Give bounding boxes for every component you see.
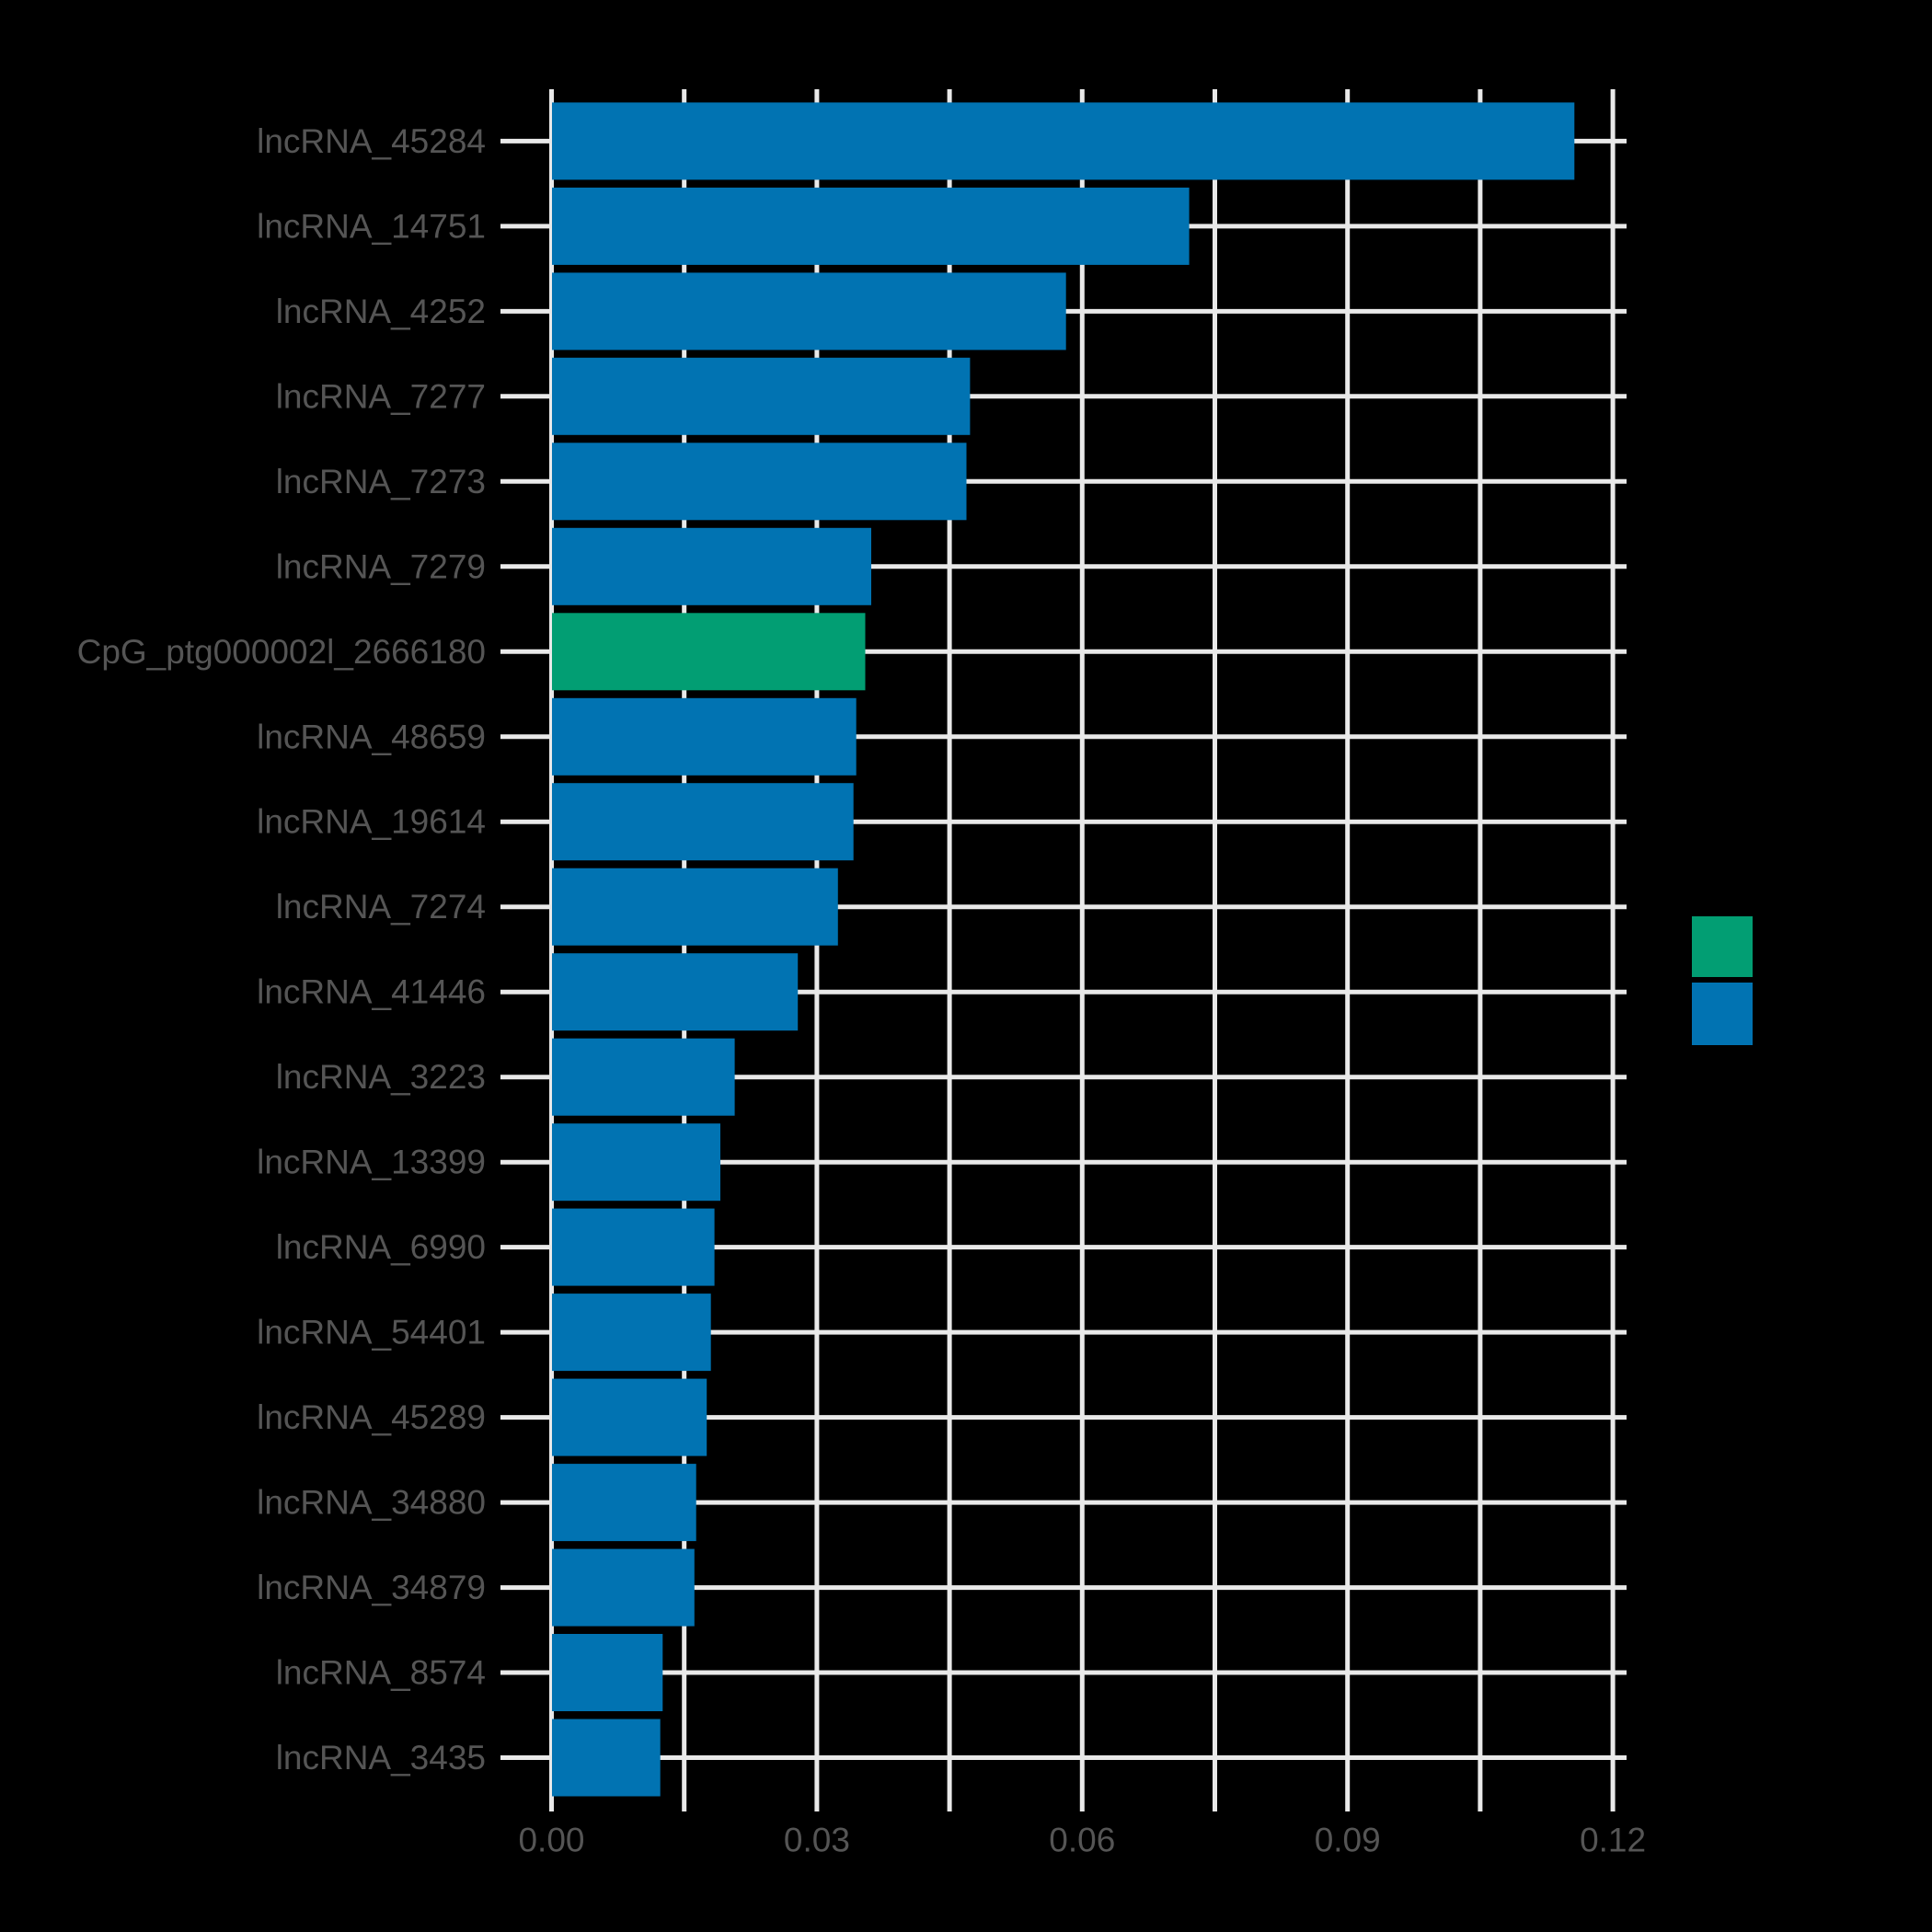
svg-text:lncRNA_45284: lncRNA_45284 [257,122,486,160]
svg-text:lncRNA_34880: lncRNA_34880 [257,1484,486,1522]
svg-text:lncRNA_7274: lncRNA_7274 [276,888,486,926]
svg-text:CpG_ptg000002l_2666180: CpG_ptg000002l_2666180 [77,633,486,671]
svg-text:lncRNA_13399: lncRNA_13399 [257,1144,486,1181]
svg-text:lncRNA_41446: lncRNA_41446 [257,973,486,1011]
svg-text:0.12: 0.12 [1580,1822,1646,1859]
svg-text:lncRNA_48659: lncRNA_48659 [257,718,486,755]
svg-text:lncRNA_14751: lncRNA_14751 [257,207,486,245]
svg-text:lncRNA_34879: lncRNA_34879 [257,1569,486,1606]
svg-text:lncRNA_19614: lncRNA_19614 [257,803,486,841]
svg-text:0.06: 0.06 [1049,1822,1115,1859]
svg-text:lncRNA_54401: lncRNA_54401 [257,1314,486,1351]
svg-text:0.00: 0.00 [518,1822,584,1859]
svg-text:lncRNA_6990: lncRNA_6990 [276,1228,486,1266]
svg-text:lncRNA_4252: lncRNA_4252 [276,293,486,330]
svg-text:lncRNA_3435: lncRNA_3435 [276,1739,486,1777]
svg-text:0.09: 0.09 [1315,1822,1381,1859]
svg-text:lncRNA_7279: lncRNA_7279 [276,547,486,585]
svg-text:lncRNA_3223: lncRNA_3223 [276,1058,486,1096]
svg-text:lncRNA_45289: lncRNA_45289 [257,1398,486,1436]
svg-text:0.03: 0.03 [784,1822,850,1859]
svg-text:lncRNA_7273: lncRNA_7273 [276,463,486,500]
svg-text:lncRNA_7277: lncRNA_7277 [276,377,486,415]
svg-text:lncRNA_8574: lncRNA_8574 [276,1654,486,1692]
